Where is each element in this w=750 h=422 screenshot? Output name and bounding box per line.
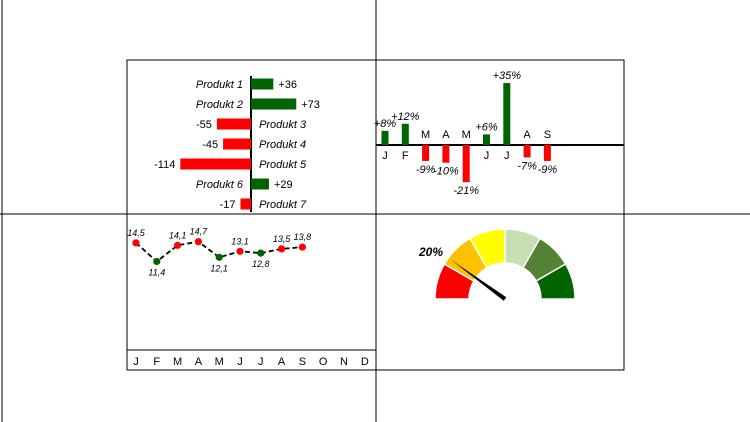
c2-month-label: J: [484, 150, 490, 162]
c2-month-label: M: [462, 129, 471, 141]
c2-bar: [422, 145, 430, 161]
c3-month-label: J: [258, 356, 264, 368]
c2-value-label: -21%: [453, 185, 479, 197]
c1-value-label: +36: [278, 79, 297, 91]
c2-month-label: M: [421, 129, 430, 141]
c3-data-point: [236, 247, 244, 255]
c2-bar: [523, 145, 531, 158]
c2-bar: [483, 134, 490, 145]
c3-value-label: 11,4: [148, 268, 165, 278]
c4-gauge-segment: [535, 262, 576, 300]
c3-data-point: [215, 253, 223, 261]
c2-value-label: +6%: [475, 121, 498, 133]
c3-value-label: 13,5: [273, 234, 292, 244]
c1-category-label: Produkt 7: [259, 199, 307, 211]
c2-value-label: -10%: [433, 166, 459, 178]
dashboard-frame: [126, 59, 625, 371]
c3-data-point: [298, 243, 306, 251]
c3-data-point: [278, 245, 286, 253]
c3-series-line: [135, 240, 303, 263]
c2-value-label: -7%: [517, 160, 537, 172]
c2-month-label: J: [504, 150, 510, 162]
c2-value-label: +12%: [391, 111, 420, 123]
c3-month-label: A: [278, 356, 286, 368]
c3-month-label: S: [299, 356, 306, 368]
c1-bar: [180, 158, 251, 170]
c3-data-point: [257, 249, 265, 257]
c3-value-label: 13,8: [294, 232, 312, 242]
c2-value-label: -9%: [538, 164, 558, 176]
c1-bar: [216, 118, 251, 130]
c3-value-label: 14,1: [169, 230, 187, 240]
product-deviation-chart: Produkt 1 +36 Produkt 2 +73 Produkt 3 -55 Prod…: [154, 76, 320, 212]
c2-month-label: S: [544, 129, 551, 141]
c3-data-point: [174, 241, 182, 249]
c1-bar: [240, 198, 251, 210]
c3-month-label: F: [153, 356, 160, 368]
c3-value-label: 14,7: [190, 227, 209, 237]
c3-month-label: M: [173, 356, 182, 368]
monthly-change-chart: J+8%F+12%M-9%A-10%M-21%J+6%J+35%A-7%S-9%: [374, 70, 624, 197]
c3-value-label: 12,8: [252, 259, 270, 269]
c3-month-label: N: [340, 356, 348, 368]
c3-value-label: 12,1: [210, 263, 228, 273]
c3-month-label: A: [195, 356, 203, 368]
c2-bar: [503, 83, 511, 145]
c1-bar: [251, 78, 274, 90]
c1-bar: [251, 178, 269, 190]
c2-bar: [543, 145, 551, 161]
c1-category-label: Produkt 3: [259, 119, 307, 131]
c2-value-label: +8%: [374, 118, 397, 130]
c3-value-label: 14,5: [127, 228, 146, 238]
c2-bar: [401, 123, 409, 145]
c3-data-point: [194, 238, 202, 246]
c1-value-label: +29: [274, 179, 293, 191]
c3-data-point: [132, 239, 140, 247]
c1-category-label: Produkt 1: [196, 79, 243, 91]
c1-value-label: -55: [196, 119, 212, 131]
c3-month-label: J: [133, 356, 139, 368]
c3-value-label: 13,1: [231, 236, 249, 246]
c2-value-label: -9%: [416, 164, 436, 176]
c2-value-label: +35%: [493, 70, 522, 82]
c2-bar: [381, 130, 389, 145]
c1-bar: [251, 98, 297, 110]
c1-value-label: +73: [301, 99, 320, 111]
c2-month-label: A: [442, 129, 450, 141]
c4-value-label: 20%: [418, 245, 443, 259]
gauge-chart: 20%: [418, 228, 576, 301]
c3-month-label: O: [319, 356, 328, 368]
c1-category-label: Produkt 4: [259, 139, 306, 151]
c3-month-label: M: [215, 356, 224, 368]
c3-data-point: [153, 257, 161, 266]
c1-value-label: -114: [154, 159, 175, 171]
c4-gauge-needle: [451, 260, 507, 301]
c1-category-label: Produkt 5: [259, 159, 307, 171]
c2-month-label: F: [402, 150, 409, 162]
c3-month-label: J: [237, 356, 243, 368]
c2-bar: [462, 145, 470, 183]
c3-month-label: D: [361, 356, 369, 368]
c2-month-label: A: [523, 129, 531, 141]
c1-value-label: -17: [220, 199, 236, 211]
c1-value-label: -45: [202, 139, 218, 151]
c2-bar: [442, 145, 450, 163]
c1-category-label: Produkt 2: [196, 99, 243, 111]
trend-line-chart: 14,511,414,1 14,712,113,112,813,5 13,8J F M A…: [127, 227, 369, 368]
c1-bar: [223, 138, 251, 150]
c2-month-label: J: [382, 150, 388, 162]
c1-category-label: Produkt 6: [196, 179, 244, 191]
